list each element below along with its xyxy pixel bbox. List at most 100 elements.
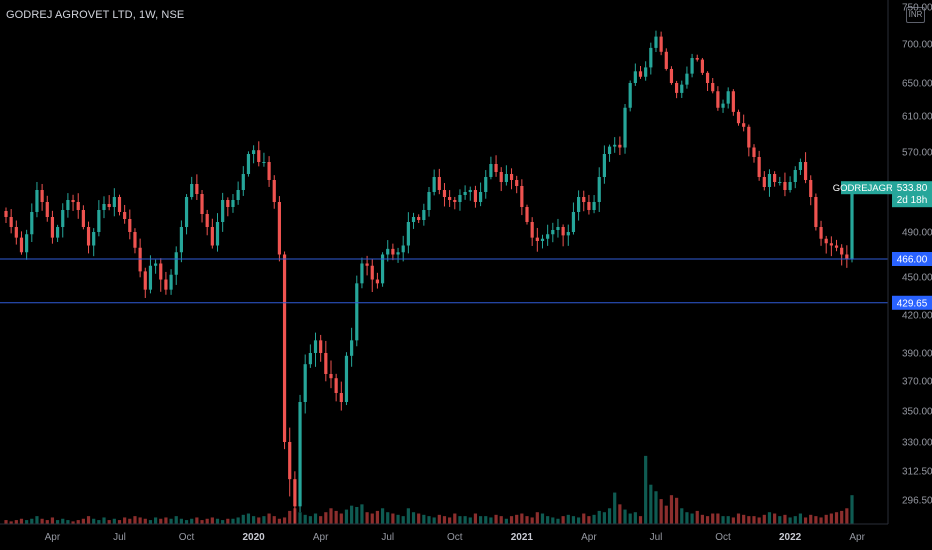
candle-body bbox=[61, 210, 65, 227]
candle-body bbox=[742, 123, 746, 127]
volume-bar bbox=[117, 520, 122, 524]
volume-bar bbox=[355, 506, 359, 524]
volume-bar bbox=[834, 512, 839, 524]
volume-bar bbox=[644, 455, 648, 524]
candle-body bbox=[731, 91, 735, 112]
candle-body bbox=[571, 212, 576, 232]
volume-bar bbox=[401, 516, 405, 524]
volume-bar bbox=[798, 513, 803, 524]
price-axis[interactable]: 296.50 312.50 330.00 350.00 370.00 390.00 420.… bbox=[887, 0, 932, 524]
candle-body bbox=[226, 200, 230, 207]
candle-body bbox=[246, 154, 251, 174]
volume-bar bbox=[92, 518, 96, 524]
volume-bar bbox=[257, 517, 261, 524]
candle-body bbox=[478, 192, 483, 202]
price-tick-label: 350.00 bbox=[902, 407, 932, 418]
volume-bar bbox=[153, 517, 158, 524]
time-tick-label: Oct bbox=[447, 532, 463, 543]
symbol-tag-bg bbox=[841, 181, 892, 195]
candle-body bbox=[700, 59, 705, 73]
candle-body bbox=[551, 230, 555, 235]
currency-button[interactable]: INR bbox=[906, 7, 925, 23]
candle-body bbox=[45, 202, 49, 217]
volume-bar bbox=[468, 517, 472, 524]
candle-body bbox=[675, 83, 679, 93]
candle-body bbox=[241, 174, 245, 190]
candle-body bbox=[391, 248, 395, 255]
volume-bar bbox=[86, 516, 91, 524]
candle-body bbox=[184, 197, 189, 227]
time-tick-label: Jul bbox=[650, 532, 663, 543]
candle-body bbox=[680, 84, 684, 93]
candle-body bbox=[153, 263, 158, 266]
volume-bar bbox=[700, 514, 705, 524]
candle-body bbox=[597, 177, 601, 202]
volume-bar bbox=[179, 518, 183, 524]
candle-body bbox=[252, 150, 256, 154]
candle-body bbox=[298, 402, 302, 507]
candle-body bbox=[123, 212, 127, 219]
volume-bar bbox=[767, 512, 772, 524]
volume-bar bbox=[102, 517, 106, 524]
volume-bar bbox=[633, 512, 637, 524]
volume-bar bbox=[97, 520, 101, 524]
time-tick-label: Jul bbox=[381, 532, 394, 543]
volume-bar bbox=[752, 516, 756, 524]
candle-body bbox=[272, 180, 276, 202]
candle-body bbox=[705, 72, 710, 83]
volume-bar bbox=[246, 513, 251, 524]
candle-body bbox=[592, 202, 596, 210]
volume-bar bbox=[19, 518, 24, 524]
candle-body bbox=[515, 180, 519, 186]
volume-bar bbox=[680, 508, 684, 524]
candle-body bbox=[417, 217, 421, 220]
volume-bar bbox=[504, 518, 508, 524]
price-tick-label: 330.00 bbox=[902, 438, 932, 449]
candle-body bbox=[654, 36, 658, 48]
symbol-tag: GODREJAGRO bbox=[833, 183, 901, 194]
volume-bar bbox=[793, 516, 797, 524]
volume-bar bbox=[432, 517, 436, 524]
candle-body bbox=[711, 83, 715, 92]
candle-body bbox=[40, 190, 44, 202]
volume-bar bbox=[675, 497, 679, 524]
candle-body bbox=[752, 147, 756, 157]
volume-bar bbox=[778, 516, 782, 524]
candle-body bbox=[509, 174, 514, 180]
candle-body bbox=[293, 479, 297, 507]
volume-bar bbox=[25, 520, 29, 524]
candle-body bbox=[303, 364, 307, 402]
candle-body bbox=[143, 271, 147, 290]
candle-body bbox=[319, 340, 323, 353]
candle-body bbox=[344, 355, 349, 402]
volume-bar bbox=[669, 495, 674, 524]
volume-bar bbox=[262, 516, 266, 524]
volume-bar bbox=[742, 514, 746, 524]
candle-body bbox=[195, 184, 199, 194]
volume-bar bbox=[484, 516, 488, 524]
volume-bar bbox=[442, 516, 447, 524]
candle-body bbox=[525, 207, 529, 222]
candle-body bbox=[494, 164, 498, 172]
candle-body bbox=[308, 353, 312, 365]
volume-bar bbox=[520, 513, 524, 524]
time-tick-label: 2021 bbox=[511, 532, 534, 543]
volume-bar bbox=[169, 518, 173, 524]
volume-bar bbox=[386, 512, 390, 524]
volume-bar bbox=[45, 520, 49, 524]
volume-bar bbox=[35, 516, 39, 524]
candle-body bbox=[50, 217, 55, 238]
volume-bar bbox=[210, 517, 214, 524]
volume-bar bbox=[360, 504, 364, 524]
volume-bar bbox=[30, 518, 34, 524]
volume-bar bbox=[551, 517, 555, 524]
candle-body bbox=[200, 194, 204, 214]
price-tick-label: 610.00 bbox=[902, 112, 932, 123]
time-axis[interactable]: Apr Jul Oct 2020 Apr Jul Oct 2021 Apr Jul Oct 2022 A… bbox=[0, 523, 888, 543]
volume-bar bbox=[535, 512, 539, 524]
volume-bar bbox=[716, 513, 720, 524]
candle-body bbox=[112, 197, 116, 207]
volume-bar bbox=[350, 505, 354, 524]
candle-body bbox=[453, 200, 457, 202]
